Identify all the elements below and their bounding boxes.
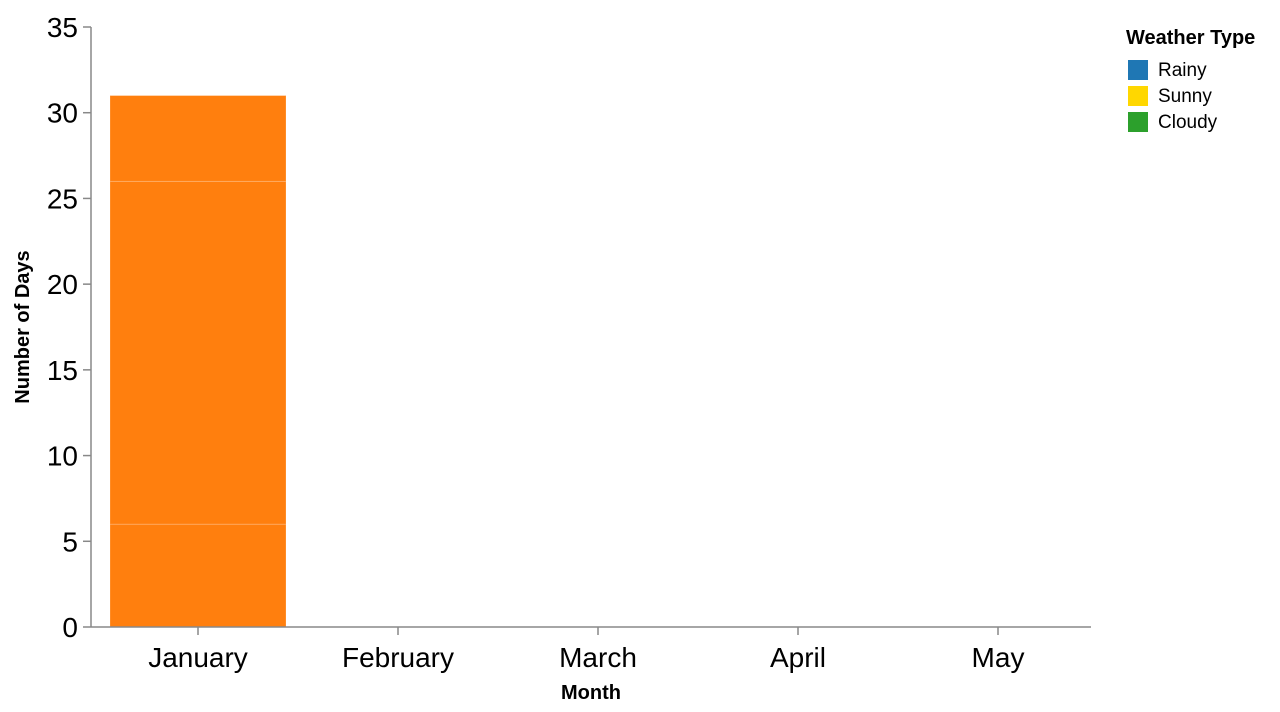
y-tick-label-15: 15 (47, 355, 78, 386)
x-tick-label-may: May (972, 642, 1025, 673)
x-axis: January February March April May (91, 626, 1091, 673)
y-tick-label-35: 35 (47, 12, 78, 43)
y-tick-label-5: 5 (62, 526, 78, 557)
y-axis-title: Number of Days (12, 250, 34, 403)
x-tick-label-february: February (342, 642, 454, 673)
legend-swatch-sunny (1128, 86, 1148, 106)
legend-label-rainy: Rainy (1158, 60, 1207, 81)
y-tick-label-0: 0 (62, 612, 78, 643)
legend-label-cloudy: Cloudy (1158, 112, 1218, 133)
bar-segment-january-0 (109, 523, 287, 628)
legend-label-sunny: Sunny (1158, 86, 1212, 107)
y-tick-label-10: 10 (47, 441, 78, 472)
bars-group (109, 95, 287, 628)
x-axis-title: Month (561, 682, 621, 704)
x-tick-label-march: March (559, 642, 637, 673)
bar-segment-january-1 (109, 180, 287, 525)
legend-swatch-rainy (1128, 60, 1148, 80)
legend: Weather Type Rainy Sunny Cloudy (1126, 27, 1255, 133)
legend-title: Weather Type (1126, 27, 1255, 49)
bar-segment-january-2 (109, 95, 287, 182)
y-tick-label-30: 30 (47, 98, 78, 129)
x-tick-label-april: April (770, 642, 826, 673)
y-tick-label-25: 25 (47, 183, 78, 214)
y-tick-label-20: 20 (47, 269, 78, 300)
y-axis: 0 5 10 15 20 25 30 35 (47, 12, 92, 643)
legend-swatch-cloudy (1128, 112, 1148, 132)
x-tick-label-january: January (148, 642, 248, 673)
